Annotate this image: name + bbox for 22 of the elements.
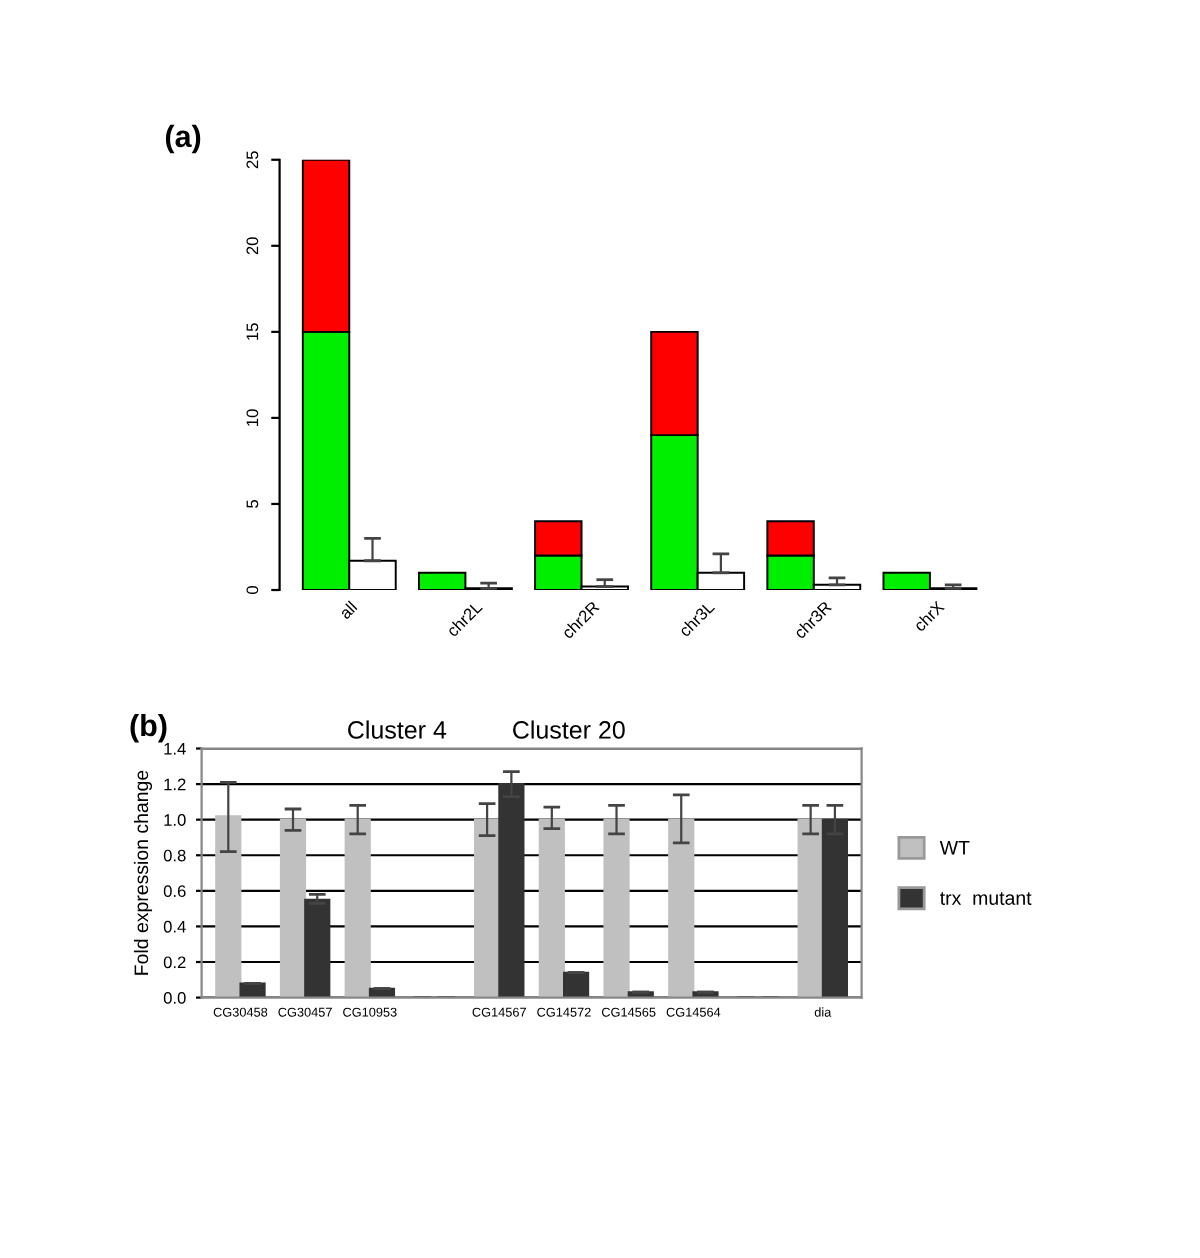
legend-label: WT: [939, 841, 970, 855]
chart-title: (a): [165, 124, 201, 154]
y-tick-label: 0: [246, 586, 259, 594]
text: Cluster 20: [513, 720, 625, 739]
y-tick-label: 25: [246, 151, 259, 169]
text: Cluster 4: [348, 720, 447, 739]
y-tick-label: 0.6: [163, 885, 186, 898]
chart-title: (b): [130, 713, 167, 743]
y-tick-label: 1.0: [164, 814, 186, 826]
y-tick-label: 0.2: [163, 956, 186, 969]
y-tick-label: 20: [246, 237, 259, 255]
y-tick-label: 5: [246, 500, 259, 508]
y-tick-label: 0.4: [163, 920, 186, 933]
y-axis-title: Fold expression change: [133, 770, 153, 975]
y-tick-label: 15: [246, 323, 259, 340]
x-tick-label: all: [338, 600, 358, 620]
legend-label: trx mutant: [940, 892, 1032, 905]
y-tick-label: 1.4: [164, 743, 186, 755]
y-tick-label: 1.2: [164, 778, 186, 791]
y-tick-label: 10: [246, 409, 259, 426]
y-tick-label: 0.0: [163, 991, 186, 1004]
y-tick-label: 0.8: [163, 849, 186, 862]
